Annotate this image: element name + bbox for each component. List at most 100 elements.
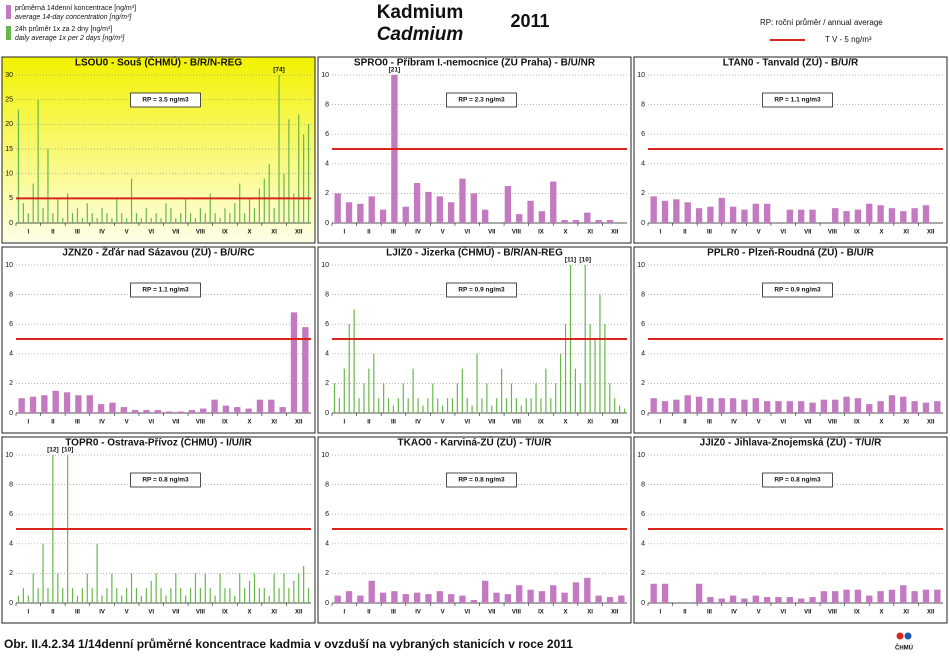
bar bbox=[425, 191, 432, 223]
value-label: [21] bbox=[389, 67, 401, 74]
panel: JZNZ0 - Žďár nad Sázavou (ZÚ) - B/U/RC 0 2… bbox=[1, 246, 316, 434]
header: průměrná 14denní koncentrace [ng/m³] ave… bbox=[6, 2, 883, 45]
bar bbox=[595, 595, 602, 603]
bar bbox=[63, 392, 71, 413]
x-tick-label: I bbox=[27, 420, 29, 426]
bar bbox=[809, 597, 816, 603]
bar bbox=[459, 178, 466, 223]
panel-title: LTAN0 - Tanvald (ZÚ) - B/U/R bbox=[723, 56, 859, 69]
bar bbox=[695, 396, 703, 413]
x-tick-label: XII bbox=[927, 230, 935, 236]
rp-label: RP = 0.8 ng/m3 bbox=[774, 477, 821, 484]
x-tick-label: VI bbox=[148, 610, 154, 616]
bar bbox=[673, 399, 680, 413]
year: 2011 bbox=[510, 11, 549, 31]
bar bbox=[41, 395, 48, 413]
x-tick-label: IV bbox=[731, 420, 737, 426]
y-tick-label: 0 bbox=[641, 600, 645, 607]
bar bbox=[809, 402, 816, 413]
x-tick-label: IV bbox=[415, 230, 421, 236]
y-tick-label: 0 bbox=[641, 220, 645, 227]
bar bbox=[877, 591, 884, 603]
logo: ČHMÚ bbox=[895, 645, 913, 652]
x-tick-label: X bbox=[564, 420, 568, 426]
legend-label: 24h průměr 1x za 2 dny [ng/m³] bbox=[15, 25, 112, 33]
bar bbox=[729, 398, 737, 413]
bar bbox=[877, 401, 884, 413]
panel-title: LSOU0 - Souš (ČHMÚ) - B/R/N-REG bbox=[75, 56, 242, 69]
y-tick-label: 8 bbox=[9, 291, 13, 298]
bar bbox=[922, 205, 930, 223]
x-tick-label: XII bbox=[611, 230, 619, 236]
bar bbox=[279, 407, 286, 413]
bar bbox=[572, 220, 580, 223]
bar bbox=[75, 395, 82, 413]
x-tick-label: I bbox=[659, 230, 661, 236]
bar bbox=[368, 580, 375, 603]
y-tick-label: 8 bbox=[641, 481, 645, 488]
x-tick-label: VI bbox=[148, 230, 154, 236]
x-tick-label: XI bbox=[903, 230, 909, 236]
x-tick-label: VI bbox=[464, 420, 470, 426]
bar bbox=[843, 396, 850, 413]
x-tick-label: V bbox=[125, 230, 129, 236]
bar bbox=[572, 582, 580, 603]
bar bbox=[854, 589, 862, 603]
bar bbox=[673, 199, 680, 223]
bar bbox=[481, 209, 489, 223]
bar bbox=[413, 592, 421, 603]
y-tick-label: 10 bbox=[637, 452, 645, 459]
x-tick-label: III bbox=[391, 420, 396, 426]
x-tick-label: VIII bbox=[828, 230, 837, 236]
bar bbox=[695, 208, 703, 223]
x-tick-label: XII bbox=[611, 420, 619, 426]
rp-box bbox=[130, 282, 201, 298]
bar bbox=[707, 398, 714, 413]
y-tick-label: 8 bbox=[641, 101, 645, 108]
bar bbox=[470, 193, 478, 223]
x-tick-label: VI bbox=[780, 610, 786, 616]
bar bbox=[888, 589, 896, 603]
x-tick-label: IX bbox=[854, 420, 860, 426]
y-tick-label: 25 bbox=[5, 97, 13, 104]
bar bbox=[18, 398, 25, 413]
x-tick-label: VII bbox=[804, 420, 812, 426]
x-tick-label: VI bbox=[464, 230, 470, 236]
bar bbox=[900, 585, 907, 603]
bar bbox=[584, 212, 591, 223]
bar bbox=[707, 597, 714, 603]
y-tick-label: 0 bbox=[9, 600, 13, 607]
bar bbox=[561, 220, 568, 223]
rp-label: RP = 0.9 ng/m3 bbox=[458, 287, 505, 294]
rp-box bbox=[130, 92, 201, 108]
bar bbox=[379, 592, 387, 603]
y-tick-label: 4 bbox=[641, 351, 645, 358]
bar bbox=[661, 583, 669, 603]
legend-swatch bbox=[6, 5, 11, 19]
x-tick-label: II bbox=[51, 610, 55, 616]
x-tick-label: XI bbox=[587, 610, 593, 616]
bar bbox=[934, 589, 941, 603]
panel-title: JJIZ0 - Jihlava-Znojemská (ZÚ) - T/U/R bbox=[700, 436, 882, 449]
panel: TOPR0 - Ostrava-Přívoz (ČHMÚ) - I/U/IR 0 2… bbox=[1, 436, 316, 624]
bar bbox=[447, 594, 455, 603]
rp-box bbox=[130, 472, 201, 488]
y-tick-label: 2 bbox=[325, 570, 329, 577]
bar bbox=[29, 396, 37, 413]
x-tick-label: IX bbox=[538, 420, 544, 426]
bar bbox=[729, 206, 737, 223]
bar bbox=[797, 598, 805, 603]
bar bbox=[763, 401, 771, 413]
bar bbox=[447, 202, 455, 223]
x-tick-label: IX bbox=[538, 610, 544, 616]
value-label: [11] bbox=[565, 257, 576, 264]
bar bbox=[763, 597, 771, 603]
bar bbox=[402, 206, 409, 223]
x-tick-label: II bbox=[367, 420, 371, 426]
bar bbox=[391, 591, 398, 603]
bar bbox=[650, 398, 657, 413]
marks bbox=[650, 583, 941, 603]
x-tick-label: VII bbox=[488, 230, 496, 236]
bar bbox=[752, 595, 759, 603]
bar bbox=[832, 399, 839, 413]
